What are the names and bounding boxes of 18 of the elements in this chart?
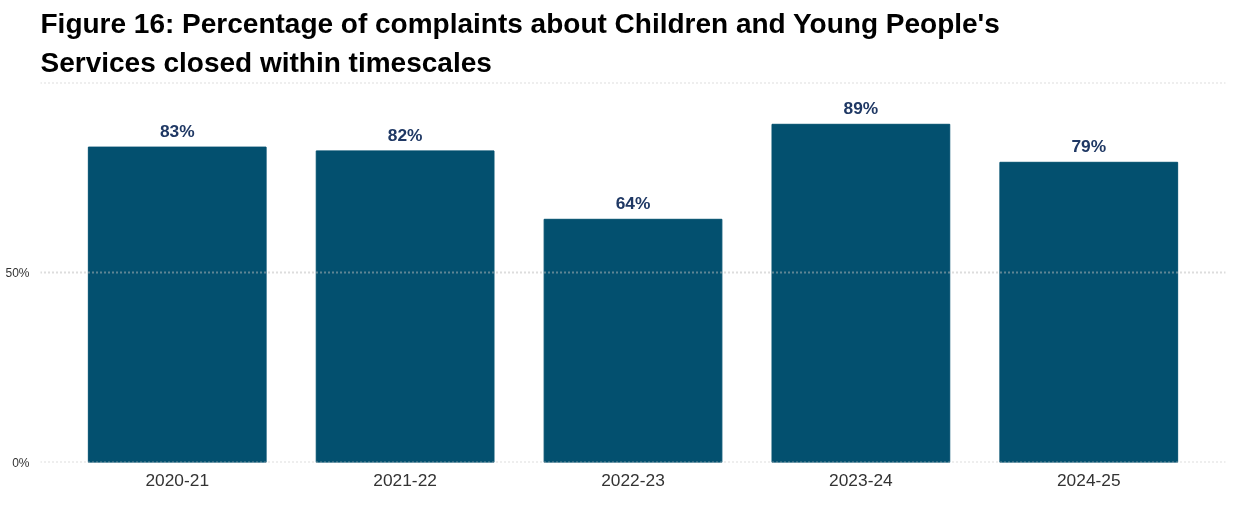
bar xyxy=(543,218,723,463)
x-tick-label: 2024-25 xyxy=(1056,469,1121,490)
x-tick-label: 2023-24 xyxy=(829,469,894,490)
bar xyxy=(315,150,495,463)
data-label: 83% xyxy=(159,121,195,142)
y-tick-label: 0% xyxy=(12,455,30,470)
x-tick-label: 2021-22 xyxy=(373,469,437,490)
bar xyxy=(999,161,1179,463)
y-tick-label: 50% xyxy=(5,265,30,280)
x-tick-label: 2022-23 xyxy=(601,469,665,490)
bar xyxy=(771,123,951,463)
bar xyxy=(87,146,267,463)
x-tick-label: 2020-21 xyxy=(145,469,210,490)
data-label: 82% xyxy=(387,124,423,145)
data-label: 79% xyxy=(1071,136,1107,157)
data-label: 89% xyxy=(843,98,879,119)
data-label: 64% xyxy=(615,193,651,214)
chart-title: Figure 16: Percentage of complaints about Children and Young People's Services closed within timescales xyxy=(40,7,1000,78)
